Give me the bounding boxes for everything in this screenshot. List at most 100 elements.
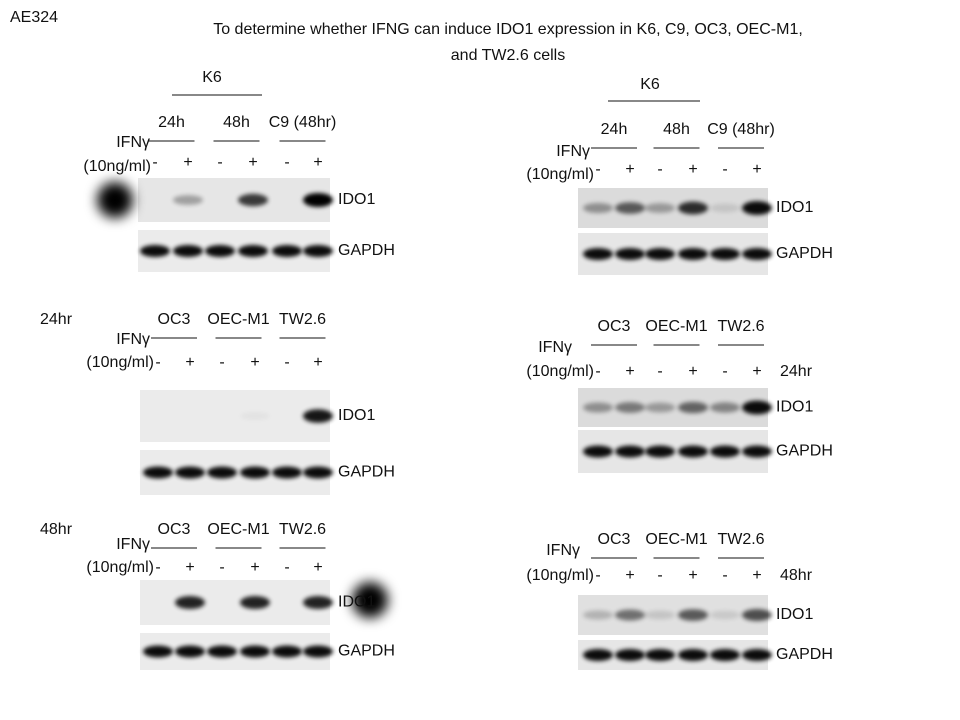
sign: + [250, 354, 259, 371]
band [272, 645, 302, 658]
column-header: C9 (48hr) [707, 121, 775, 138]
sign: - [595, 161, 600, 178]
treatment-agent: IFNγ [538, 339, 572, 356]
sign: + [185, 559, 194, 576]
column-header: TW2.6 [279, 311, 326, 328]
band [742, 609, 772, 621]
band [173, 245, 203, 257]
figure-id: AE324 [10, 9, 58, 26]
sign: + [183, 154, 192, 171]
sign: - [722, 161, 727, 178]
column-header: OEC-M1 [207, 311, 269, 328]
band [742, 649, 772, 661]
blot-label: IDO1 [338, 594, 375, 611]
band [583, 248, 613, 260]
treatment-agent: IFNγ [116, 331, 150, 348]
column-header: OEC-M1 [207, 521, 269, 538]
band [645, 649, 675, 661]
sign: - [595, 363, 600, 380]
treatment-dose: (10ng/ml) [526, 166, 594, 183]
band [303, 409, 333, 423]
band [645, 445, 675, 458]
band [583, 610, 613, 620]
time-label: 24hr [40, 311, 73, 328]
band [742, 445, 772, 458]
blot-label: GAPDH [338, 643, 395, 660]
sign: - [284, 354, 289, 371]
band [678, 201, 708, 215]
band [678, 649, 708, 661]
treatment-agent: IFNγ [546, 542, 580, 559]
sign: + [688, 161, 697, 178]
blot [140, 580, 330, 625]
treatment-agent: IFNγ [116, 536, 150, 553]
sign: + [313, 354, 322, 371]
band [710, 649, 740, 661]
sign: - [284, 559, 289, 576]
band [678, 445, 708, 458]
column-header: 24h [158, 114, 185, 131]
sign: + [313, 559, 322, 576]
treatment-dose: (10ng/ml) [86, 559, 154, 576]
column-header: OC3 [158, 311, 191, 328]
band [240, 466, 270, 479]
treatment-agent: IFNγ [116, 134, 150, 151]
band [143, 645, 173, 658]
band [240, 595, 270, 610]
band [710, 248, 740, 260]
band [272, 245, 302, 257]
blot-label: GAPDH [776, 646, 833, 663]
band [615, 649, 645, 661]
time-label: 24hr [780, 363, 813, 380]
band [645, 402, 675, 413]
sign: - [155, 354, 160, 371]
blot-label: IDO1 [776, 606, 813, 623]
band [238, 193, 268, 207]
sign: + [250, 559, 259, 576]
sign: - [657, 161, 662, 178]
blot [140, 390, 330, 442]
column-header: OC3 [598, 318, 631, 335]
group-header: K6 [640, 76, 660, 93]
band [140, 245, 170, 257]
sign: + [625, 363, 634, 380]
treatment-dose: (10ng/ml) [526, 363, 594, 380]
column-header: OEC-M1 [645, 531, 707, 548]
band [710, 445, 740, 458]
title-line: and TW2.6 cells [451, 47, 565, 64]
blot-label: GAPDH [776, 443, 833, 460]
blot-label: IDO1 [338, 407, 375, 424]
band [710, 610, 740, 620]
blot-label: GAPDH [338, 464, 395, 481]
band [645, 610, 675, 620]
band [240, 412, 270, 420]
band [175, 645, 205, 658]
sign: + [688, 567, 697, 584]
sign: + [625, 567, 634, 584]
sign: - [657, 363, 662, 380]
sign: - [155, 559, 160, 576]
treatment-dose: (10ng/ml) [83, 158, 151, 175]
sign: + [248, 154, 257, 171]
band [303, 645, 333, 658]
time-label: 48hr [40, 521, 73, 538]
band [645, 248, 675, 260]
band [303, 193, 333, 207]
sign: + [752, 161, 761, 178]
column-header: OC3 [598, 531, 631, 548]
band [645, 203, 675, 213]
group-header: K6 [202, 69, 222, 86]
band [175, 466, 205, 479]
column-header: TW2.6 [717, 318, 764, 335]
band [143, 466, 173, 479]
blot [138, 178, 330, 222]
time-label: 48hr [780, 567, 813, 584]
band [583, 402, 613, 413]
band [742, 248, 772, 260]
blot-label: IDO1 [338, 191, 375, 208]
band [303, 466, 333, 479]
blot-label: IDO1 [776, 399, 813, 416]
column-header: 48h [223, 114, 250, 131]
blot-artifact [97, 182, 133, 218]
